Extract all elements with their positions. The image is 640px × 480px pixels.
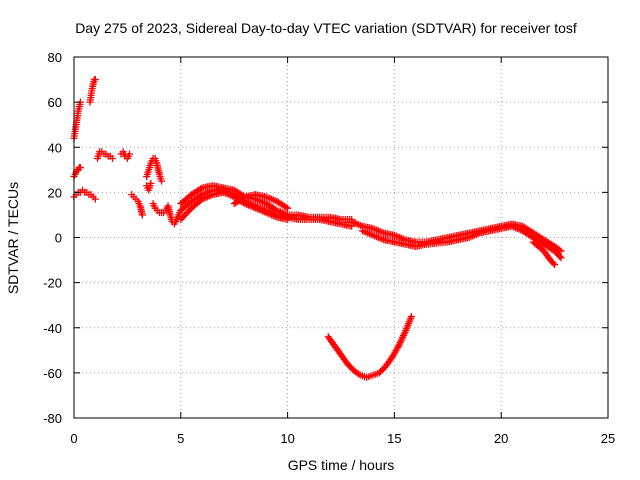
x-axis-ticks: 0 5 10 15 20 25 — [70, 57, 615, 446]
x-tick-label: 20 — [494, 431, 508, 446]
series-hump-lower — [177, 188, 292, 223]
y-tick-label: 80 — [48, 50, 62, 65]
data-point-marker — [126, 150, 134, 158]
series-early-mid — [70, 164, 84, 181]
y-tick-label: -80 — [43, 411, 62, 426]
data-point-marker — [557, 254, 565, 262]
data-point-marker — [282, 203, 290, 211]
data-point-marker — [138, 211, 146, 219]
series-plateau-b — [117, 148, 134, 163]
data-point-marker — [557, 247, 565, 255]
data-points — [70, 76, 565, 381]
series-spike — [86, 76, 99, 106]
data-point-marker — [91, 195, 99, 203]
series-drop-a — [128, 191, 146, 219]
data-point-marker — [108, 155, 116, 163]
x-axis-label: GPS time / hours — [288, 457, 395, 473]
data-point-marker — [551, 261, 559, 269]
data-point-marker — [355, 370, 363, 378]
series-parabola — [324, 312, 415, 381]
x-tick-label: 10 — [280, 431, 294, 446]
x-tick-label: 15 — [387, 431, 401, 446]
data-point-marker — [556, 252, 564, 260]
series-hump-upper — [177, 182, 356, 223]
data-point-marker — [555, 246, 563, 254]
series-tail-low — [529, 238, 559, 269]
data-point-marker — [549, 259, 557, 267]
data-point-marker — [147, 179, 155, 187]
x-tick-label: 25 — [601, 431, 615, 446]
data-point-marker — [197, 185, 205, 193]
series-bump-low — [143, 179, 155, 194]
y-tick-label: 60 — [48, 95, 62, 110]
y-axis-label: SDTVAR / TECUs — [5, 182, 21, 294]
series-early-low — [70, 186, 99, 203]
series-bump — [143, 155, 166, 185]
data-point-marker — [158, 177, 166, 185]
series-tail-b — [358, 222, 565, 262]
series-dip — [149, 200, 185, 228]
data-point-marker — [407, 312, 415, 320]
series-ridge — [230, 191, 292, 212]
grid — [74, 57, 608, 418]
x-tick-label: 5 — [177, 431, 184, 446]
series-plateau-a — [93, 148, 116, 163]
data-point-marker — [239, 194, 247, 202]
series-early-rise — [70, 98, 84, 142]
data-point-marker — [91, 76, 99, 84]
y-tick-label: -40 — [43, 321, 62, 336]
y-tick-label: 20 — [48, 185, 62, 200]
data-point-marker — [284, 215, 292, 223]
y-tick-label: 40 — [48, 140, 62, 155]
y-tick-label: 0 — [55, 231, 62, 246]
x-tick-label: 0 — [70, 431, 77, 446]
y-axis-ticks: 80 60 40 20 0 -20 -40 -60 -80 — [43, 50, 608, 426]
data-point-marker — [76, 164, 84, 172]
y-tick-label: -60 — [43, 366, 62, 381]
chart-title: Day 275 of 2023, Sidereal Day-to-day VTE… — [75, 20, 577, 36]
data-point-marker — [284, 204, 292, 212]
series-hump-mid — [177, 186, 356, 230]
y-tick-label: -20 — [43, 276, 62, 291]
